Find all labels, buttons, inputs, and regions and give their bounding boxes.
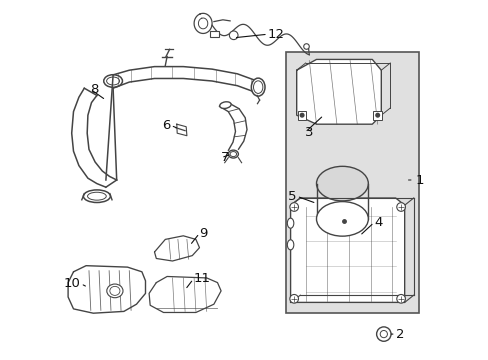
- Text: 11: 11: [193, 273, 210, 285]
- Text: 6: 6: [162, 119, 170, 132]
- Polygon shape: [177, 124, 186, 136]
- Polygon shape: [68, 266, 145, 313]
- Text: 9: 9: [199, 227, 207, 240]
- Ellipse shape: [106, 284, 123, 298]
- Circle shape: [396, 203, 405, 211]
- Text: 2: 2: [395, 328, 404, 341]
- Ellipse shape: [287, 240, 293, 250]
- Bar: [210, 31, 219, 37]
- Bar: [373, 111, 381, 120]
- Polygon shape: [296, 59, 381, 124]
- Polygon shape: [154, 236, 199, 261]
- Circle shape: [374, 113, 380, 118]
- Circle shape: [229, 31, 238, 40]
- Text: 12: 12: [267, 28, 285, 41]
- Ellipse shape: [219, 102, 231, 108]
- Ellipse shape: [287, 218, 293, 228]
- Ellipse shape: [251, 78, 264, 96]
- Bar: [285, 52, 418, 313]
- Text: 7: 7: [221, 151, 229, 164]
- Ellipse shape: [83, 190, 110, 202]
- Text: 10: 10: [64, 277, 81, 290]
- Ellipse shape: [228, 150, 238, 158]
- Text: 4: 4: [373, 216, 382, 229]
- Text: 5: 5: [287, 190, 296, 203]
- Text: 8: 8: [90, 83, 99, 96]
- Circle shape: [376, 327, 390, 341]
- Ellipse shape: [103, 75, 122, 87]
- Bar: [297, 111, 306, 120]
- Text: 1: 1: [415, 174, 423, 186]
- Ellipse shape: [316, 202, 367, 236]
- Polygon shape: [290, 198, 404, 302]
- Circle shape: [299, 113, 304, 118]
- Circle shape: [289, 203, 298, 211]
- Ellipse shape: [316, 166, 367, 201]
- Polygon shape: [149, 276, 221, 312]
- Text: 3: 3: [305, 126, 313, 139]
- Circle shape: [289, 294, 298, 303]
- Circle shape: [396, 294, 405, 303]
